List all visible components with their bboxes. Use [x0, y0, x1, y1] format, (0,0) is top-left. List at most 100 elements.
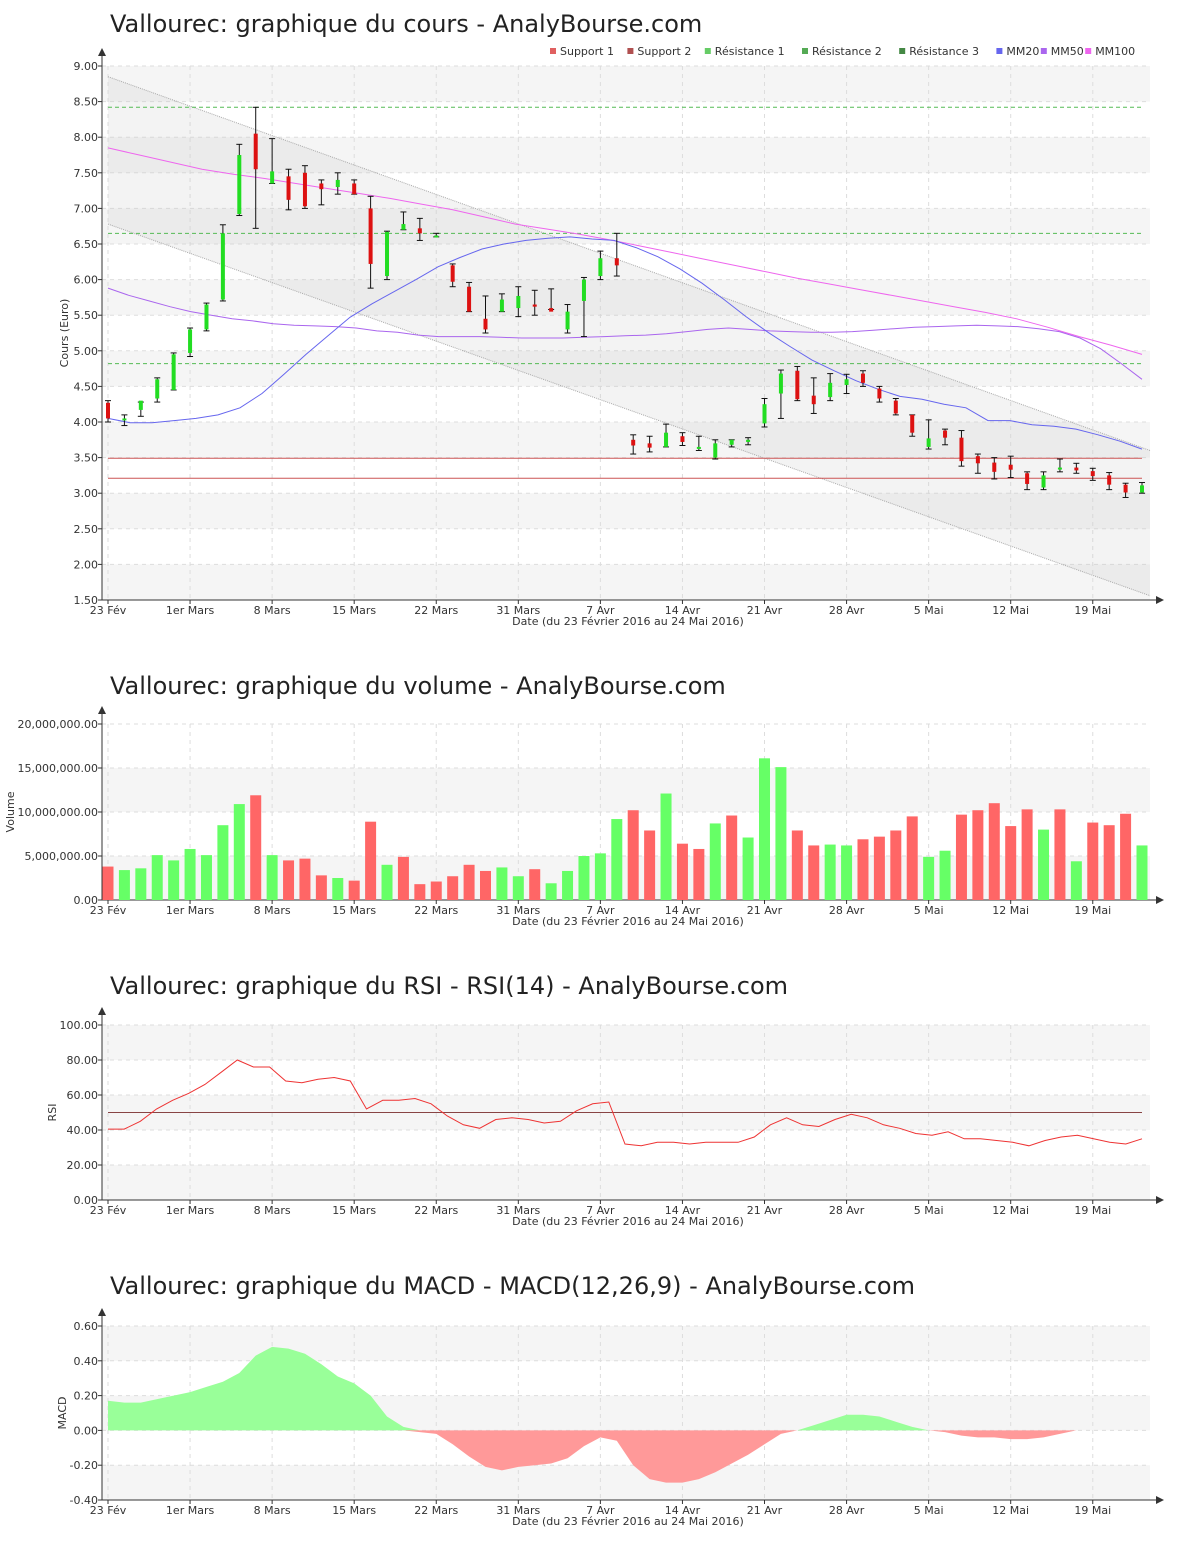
x-tick-label: 31 Mars — [496, 1504, 540, 1517]
volume-bar — [512, 876, 524, 900]
candle — [663, 423, 670, 448]
macd-chart-title: Vallourec: graphique du MACD - MACD(12,2… — [110, 1272, 915, 1300]
volume-bar — [266, 855, 278, 900]
candle — [531, 289, 538, 316]
candle — [859, 370, 866, 387]
candle — [301, 165, 308, 209]
x-tick-label: 15 Mars — [332, 1204, 376, 1217]
volume-bar — [1054, 809, 1066, 900]
candle — [236, 143, 243, 217]
rsi-line — [108, 1059, 1143, 1147]
candle — [991, 457, 998, 480]
candle — [219, 224, 226, 302]
legend-swatch — [1085, 48, 1092, 54]
candle-body — [499, 299, 504, 312]
volume-bar — [545, 883, 557, 900]
y-tick-label: 8.00 — [74, 131, 99, 144]
x-tick-label: 1er Mars — [166, 904, 215, 917]
candle — [1073, 462, 1080, 474]
y-tick-label: 7.50 — [74, 167, 99, 180]
x-tick-label: 19 Mai — [1074, 1504, 1111, 1517]
candle-body — [943, 430, 948, 438]
candle-body — [762, 404, 767, 424]
candle — [942, 428, 949, 446]
candle — [580, 276, 587, 338]
y-tick-label: 15,000,000.00 — [18, 762, 98, 775]
grid-band — [102, 208, 1150, 244]
candle — [1007, 455, 1014, 479]
volume-bar — [1136, 845, 1148, 900]
rsi-chart-panel: Vallourec: graphique du RSI - RSI(14) - … — [0, 960, 1200, 1240]
x-tick-label: 8 Mars — [254, 1204, 291, 1217]
volume-bar — [857, 839, 869, 900]
candle-body — [1041, 475, 1046, 488]
x-tick-label: 22 Mars — [414, 904, 458, 917]
x-tick-label: 28 Avr — [829, 604, 865, 617]
candle — [876, 385, 883, 403]
x-tick-label: 31 Mars — [496, 904, 540, 917]
candle-body — [581, 279, 586, 301]
volume-bar — [184, 848, 196, 900]
x-tick-label: 7 Avr — [586, 904, 615, 917]
y-axis-label: Volume — [4, 791, 17, 832]
x-tick-label: 19 Mai — [1074, 904, 1111, 917]
mm100-line — [107, 147, 1143, 355]
x-axis-arrow — [1156, 1196, 1164, 1204]
x-tick-label: 14 Avr — [665, 1504, 701, 1517]
legend-swatch — [1040, 48, 1047, 54]
candle-body — [106, 402, 110, 419]
y-axis-arrow — [98, 48, 106, 56]
volume-bar — [742, 837, 754, 900]
candle-body — [680, 436, 685, 442]
volume-bar — [496, 867, 508, 900]
candle — [137, 400, 144, 417]
candle — [646, 435, 653, 453]
candle-body — [1008, 464, 1013, 470]
x-tick-label: 23 Fév — [90, 904, 127, 917]
candle-body — [253, 133, 258, 170]
candle — [925, 419, 932, 450]
candle — [1122, 482, 1129, 498]
candle — [909, 414, 916, 437]
grid-band — [102, 279, 1150, 316]
x-axis-label: Date (du 23 Février 2016 au 24 Mai 2016) — [512, 615, 744, 628]
candle — [1040, 471, 1047, 491]
volume-bar — [168, 860, 180, 900]
macd-positive-area — [108, 1346, 1142, 1431]
macd-negative-area — [108, 1430, 1142, 1483]
grid-band — [102, 493, 1150, 529]
candle — [351, 179, 358, 195]
x-tick-label: 23 Fév — [90, 1204, 127, 1217]
legend-swatch — [550, 48, 556, 54]
candle-body — [335, 179, 340, 188]
candle-body — [992, 462, 997, 472]
candle — [105, 400, 111, 423]
volume-bar — [841, 845, 853, 900]
x-tick-label: 1er Mars — [166, 604, 215, 617]
grid-band — [102, 66, 1150, 102]
candle — [334, 172, 341, 195]
legend-label: Résistance 2 — [812, 45, 882, 58]
candle-body — [401, 224, 406, 230]
candle-body — [959, 437, 964, 462]
x-tick-label: 22 Mars — [414, 604, 458, 617]
volume-bar — [988, 803, 1000, 900]
candle — [187, 327, 194, 357]
volume-bar — [611, 819, 623, 900]
candle — [433, 232, 440, 238]
grid-band — [102, 1025, 1150, 1060]
volume-bar — [578, 856, 590, 900]
volume-bar — [414, 884, 426, 900]
volume-bar — [217, 825, 229, 900]
candle — [269, 138, 276, 184]
y-tick-label: 3.00 — [74, 487, 99, 500]
candle — [482, 295, 489, 334]
volume-bar — [1087, 822, 1099, 900]
y-tick-label: 4.00 — [74, 416, 99, 429]
x-tick-label: 23 Fév — [90, 1504, 127, 1517]
volume-bar — [759, 758, 771, 900]
y-tick-label: 3.50 — [74, 452, 99, 465]
x-tick-label: 12 Mai — [992, 1504, 1029, 1517]
candle-body — [220, 233, 225, 300]
volume-bar — [1103, 825, 1115, 900]
